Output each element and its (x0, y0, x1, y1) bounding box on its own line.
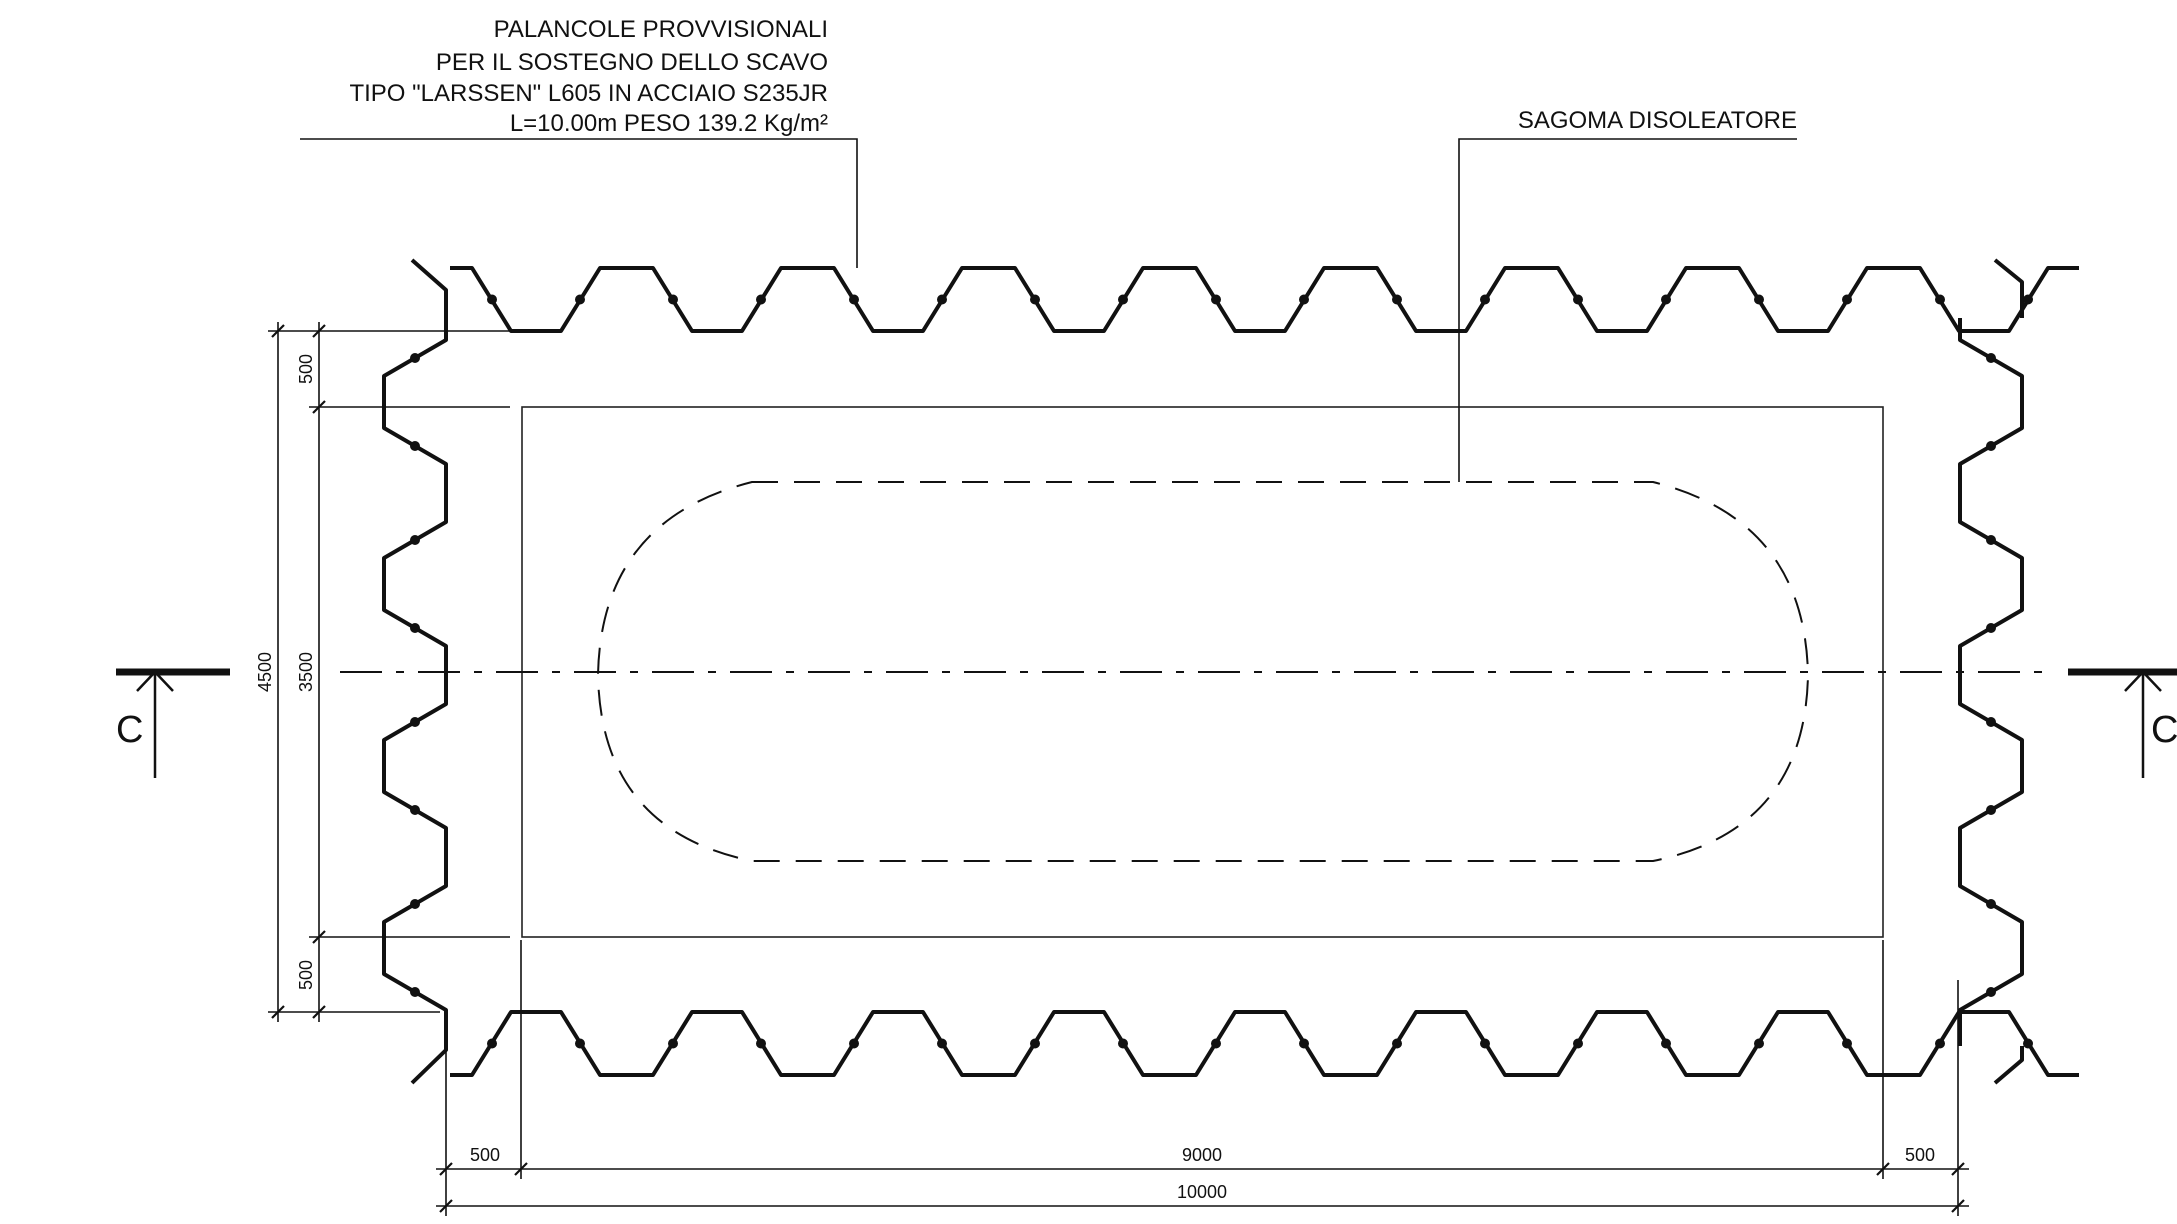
pile-interlock (410, 899, 420, 909)
pile-interlock (1299, 294, 1309, 305)
pile-note-line-1: PALANCOLE PROVVISIONALI (494, 16, 828, 43)
pile-interlock (1754, 294, 1764, 305)
pile-interlock (1986, 623, 1996, 633)
pile-interlock (1661, 1038, 1671, 1049)
pile-interlock (1986, 987, 1996, 997)
separator-note-leader (1458, 138, 1797, 482)
sheet-pile-corner-bl (410, 1046, 448, 1085)
pile-interlock (668, 1038, 678, 1049)
pile-interlock (1392, 294, 1402, 305)
pile-interlock (410, 353, 420, 363)
pile-interlock (937, 1038, 947, 1049)
sheet-pile-corner-tl (410, 258, 448, 318)
pile-interlock (1573, 294, 1583, 305)
pile-interlock (410, 441, 420, 451)
dim-vertical-inner: 3500 (296, 652, 316, 692)
dim-horizontal-total: 10000 (1177, 1182, 1227, 1202)
separator-outline (596, 481, 1810, 862)
dim-vertical-bottom: 500 (296, 960, 316, 990)
vertical-dimensions (268, 322, 550, 1022)
pile-note-line-2: PER IL SOSTEGNO DELLO SCAVO (436, 49, 828, 76)
pile-interlock (1030, 1038, 1040, 1049)
pile-interlock (1986, 899, 1996, 909)
pile-interlocks (410, 294, 2033, 1049)
pile-interlock (1935, 294, 1945, 305)
section-mark-left (116, 668, 230, 778)
pile-interlock (1754, 1038, 1764, 1049)
pile-interlock (1211, 294, 1221, 305)
pile-interlock (487, 294, 497, 305)
pile-interlock (410, 535, 420, 545)
pile-interlock (1030, 294, 1040, 305)
dim-horizontal-left: 500 (470, 1145, 500, 1165)
pile-interlock (1661, 294, 1671, 305)
dim-horizontal-inner: 9000 (1182, 1145, 1222, 1165)
pile-interlock (1842, 1038, 1852, 1049)
pile-interlock (487, 1038, 497, 1049)
pile-note-line-3: TIPO "LARSSEN" L605 IN ACCIAIO S235JR (349, 80, 828, 107)
pile-interlock (1480, 1038, 1490, 1049)
pile-interlock (668, 294, 678, 305)
pile-interlock (1935, 1038, 1945, 1049)
pile-note-leader (300, 138, 858, 268)
pile-interlock (410, 717, 420, 727)
section-label-right: C (2151, 709, 2177, 751)
pile-interlock (1573, 1038, 1583, 1049)
dim-vertical-top: 500 (296, 354, 316, 384)
pile-interlock (1986, 805, 1996, 815)
sheet-pile-bottom (450, 1010, 2079, 1077)
pile-interlock (1480, 294, 1490, 305)
section-label-left: C (116, 709, 143, 751)
pile-interlock (849, 294, 859, 305)
sheet-pile-top (450, 266, 2079, 333)
separator-note: SAGOMA DISOLEATORE (1518, 107, 1797, 134)
sheet-pile-left (382, 318, 448, 1046)
pile-interlock (410, 805, 420, 815)
pile-interlock (937, 294, 947, 305)
sheet-pile-corner-br (1993, 1046, 2024, 1085)
pile-interlock (410, 623, 420, 633)
sheet-pile-right (1958, 318, 2024, 1046)
dim-horizontal-right: 500 (1905, 1145, 1935, 1165)
pile-interlock (1842, 294, 1852, 305)
pile-interlock (1986, 535, 1996, 545)
section-mark-right (2068, 668, 2177, 778)
pile-interlock (1118, 1038, 1128, 1049)
pile-interlock (410, 987, 420, 997)
pile-interlock (756, 294, 766, 305)
pile-interlock (1986, 353, 1996, 363)
pile-interlock (1986, 717, 1996, 727)
horizontal-dimensions (436, 940, 1969, 1216)
pile-interlock (1118, 294, 1128, 305)
pile-interlock (2023, 1038, 2033, 1049)
pile-interlock (849, 1038, 859, 1049)
pile-interlock (1986, 441, 1996, 451)
pile-interlock (756, 1038, 766, 1049)
pile-interlock (2023, 294, 2033, 305)
pile-interlock (575, 1038, 585, 1049)
pile-interlock (1211, 1038, 1221, 1049)
pile-interlock (1299, 1038, 1309, 1049)
pile-interlock (1392, 1038, 1402, 1049)
sheet-pile-wall (382, 258, 2079, 1085)
sheet-pile-corner-tr (1993, 258, 2024, 318)
pile-note-line-4: L=10.00m PESO 139.2 Kg/m² (510, 110, 828, 137)
pile-interlock (575, 294, 585, 305)
dim-vertical-total: 4500 (255, 652, 275, 692)
